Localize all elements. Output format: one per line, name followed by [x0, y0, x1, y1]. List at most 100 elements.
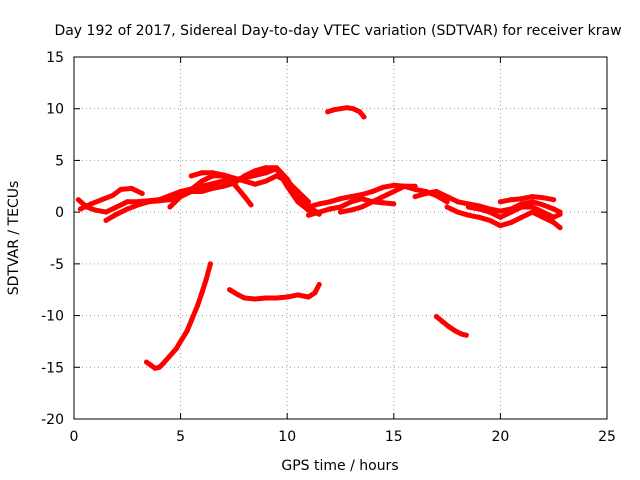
data-point	[487, 209, 493, 215]
data-point	[306, 204, 311, 210]
data-point	[359, 192, 365, 198]
data-point	[357, 109, 363, 115]
data-point	[338, 106, 343, 112]
data-point	[344, 105, 350, 111]
data-point	[284, 294, 290, 300]
data-point	[316, 282, 322, 287]
data-point	[465, 204, 471, 210]
data-point	[103, 209, 109, 215]
data-point	[519, 204, 525, 210]
data-point	[99, 197, 105, 203]
data-point	[412, 194, 418, 200]
data-point	[412, 183, 418, 189]
data-line-arc-f	[227, 176, 254, 208]
data-point	[109, 193, 115, 199]
data-point	[88, 201, 94, 207]
data-point	[178, 338, 184, 344]
chart-title: Day 192 of 2017, Sidereal Day-to-day VTE…	[54, 23, 621, 39]
data-point	[508, 220, 514, 225]
data-point	[167, 197, 173, 203]
data-point	[380, 194, 386, 200]
data-point	[557, 211, 563, 217]
data-point	[167, 353, 173, 359]
data-point	[359, 204, 365, 210]
data-point	[184, 328, 190, 334]
data-point	[220, 183, 226, 189]
data-point	[476, 214, 482, 220]
x-tick-label: 0	[70, 429, 79, 445]
data-point	[348, 199, 354, 205]
y-tick-label: 15	[46, 50, 64, 66]
data-series-arc-f	[227, 176, 254, 208]
data-point	[370, 199, 375, 205]
data-series-arc-m	[497, 194, 557, 205]
data-point	[146, 199, 152, 205]
x-tick-label: 10	[278, 429, 296, 445]
data-point	[263, 165, 269, 171]
data-series-arc-p	[227, 282, 322, 302]
data-point	[519, 196, 525, 202]
data-point	[540, 195, 546, 201]
data-point	[370, 189, 375, 194]
data-point	[433, 189, 439, 194]
data-point	[348, 207, 354, 213]
data-point	[529, 199, 535, 205]
data-point	[463, 332, 469, 338]
y-tick-label: -20	[41, 412, 64, 428]
data-point	[508, 197, 514, 203]
data-point	[316, 201, 322, 207]
data-point	[156, 198, 162, 204]
data-point	[497, 223, 503, 229]
data-point	[465, 212, 471, 218]
data-point	[391, 189, 397, 194]
data-point	[135, 202, 141, 208]
data-point	[487, 217, 493, 223]
data-point	[235, 292, 241, 298]
data-point	[331, 107, 337, 113]
data-point	[338, 209, 343, 215]
data-point	[455, 199, 461, 205]
data-series-arc-k	[444, 204, 563, 231]
y-tick-label: -5	[50, 257, 64, 273]
data-point	[118, 186, 124, 192]
data-point	[77, 206, 83, 212]
data-point	[446, 324, 452, 330]
data-point	[380, 184, 386, 190]
data-point	[327, 206, 333, 212]
y-tick-label: -10	[41, 309, 64, 325]
data-point	[519, 214, 525, 220]
data-point	[167, 204, 173, 210]
data-point	[284, 178, 290, 184]
y-tick-label: 10	[46, 102, 64, 118]
data-point	[551, 197, 557, 203]
data-point	[242, 173, 248, 179]
data-point	[402, 183, 407, 189]
data-point	[92, 207, 98, 213]
x-tick-label: 20	[491, 429, 509, 445]
data-point	[103, 217, 109, 223]
x-tick-label: 5	[176, 429, 185, 445]
data-point	[316, 209, 322, 215]
plot-frame	[73, 56, 608, 420]
data-point	[173, 346, 179, 352]
data-point	[210, 170, 216, 176]
data-point	[423, 191, 429, 196]
data-point	[508, 209, 514, 215]
data-point	[263, 170, 269, 176]
data-point	[188, 189, 194, 194]
data-point	[199, 178, 205, 184]
data-point	[295, 292, 301, 298]
x-tick-label: 15	[385, 429, 403, 445]
data-point	[210, 185, 216, 191]
data-point	[188, 173, 194, 179]
data-point	[114, 211, 120, 217]
data-point	[529, 204, 535, 210]
data-point	[312, 290, 318, 296]
data-point	[361, 114, 367, 120]
data-point	[252, 181, 258, 187]
data-point	[476, 206, 482, 212]
data-point	[263, 295, 269, 301]
data-point	[440, 319, 446, 325]
data-point	[227, 176, 233, 182]
data-point	[156, 364, 162, 370]
